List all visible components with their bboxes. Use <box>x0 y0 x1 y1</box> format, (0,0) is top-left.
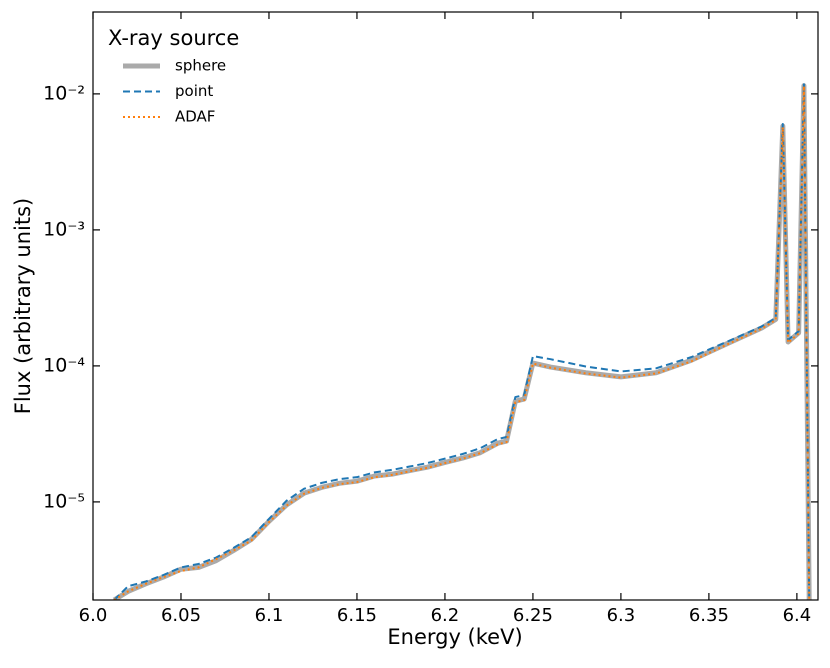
x-axis-label: Energy (keV) <box>387 625 522 649</box>
x-tick-label: 6.35 <box>689 605 729 626</box>
x-tick-label: 6.4 <box>783 605 812 626</box>
x-tick-label: 6.15 <box>337 605 377 626</box>
legend-label: sphere <box>175 57 226 75</box>
x-tick-label: 6.05 <box>161 605 201 626</box>
y-tick-label: 10⁻³ <box>43 218 85 240</box>
y-tick-label: 10⁻⁴ <box>43 354 85 376</box>
series-line <box>113 82 811 600</box>
x-tick-label: 6.2 <box>431 605 460 626</box>
legend-label: point <box>175 82 213 100</box>
x-tick-label: 6.3 <box>607 605 636 626</box>
legend-title: X-ray source <box>108 26 239 50</box>
y-tick-label: 10⁻² <box>43 82 85 104</box>
x-tick-label: 6.25 <box>513 605 553 626</box>
x-tick-label: 6.0 <box>79 605 108 626</box>
y-axis-label: Flux (arbitrary units) <box>11 198 35 414</box>
series-line <box>113 85 811 600</box>
x-tick-label: 6.1 <box>255 605 284 626</box>
plot-frame <box>92 11 819 601</box>
legend-label: ADAF <box>175 108 215 126</box>
y-tick-label: 10⁻⁵ <box>43 490 85 512</box>
